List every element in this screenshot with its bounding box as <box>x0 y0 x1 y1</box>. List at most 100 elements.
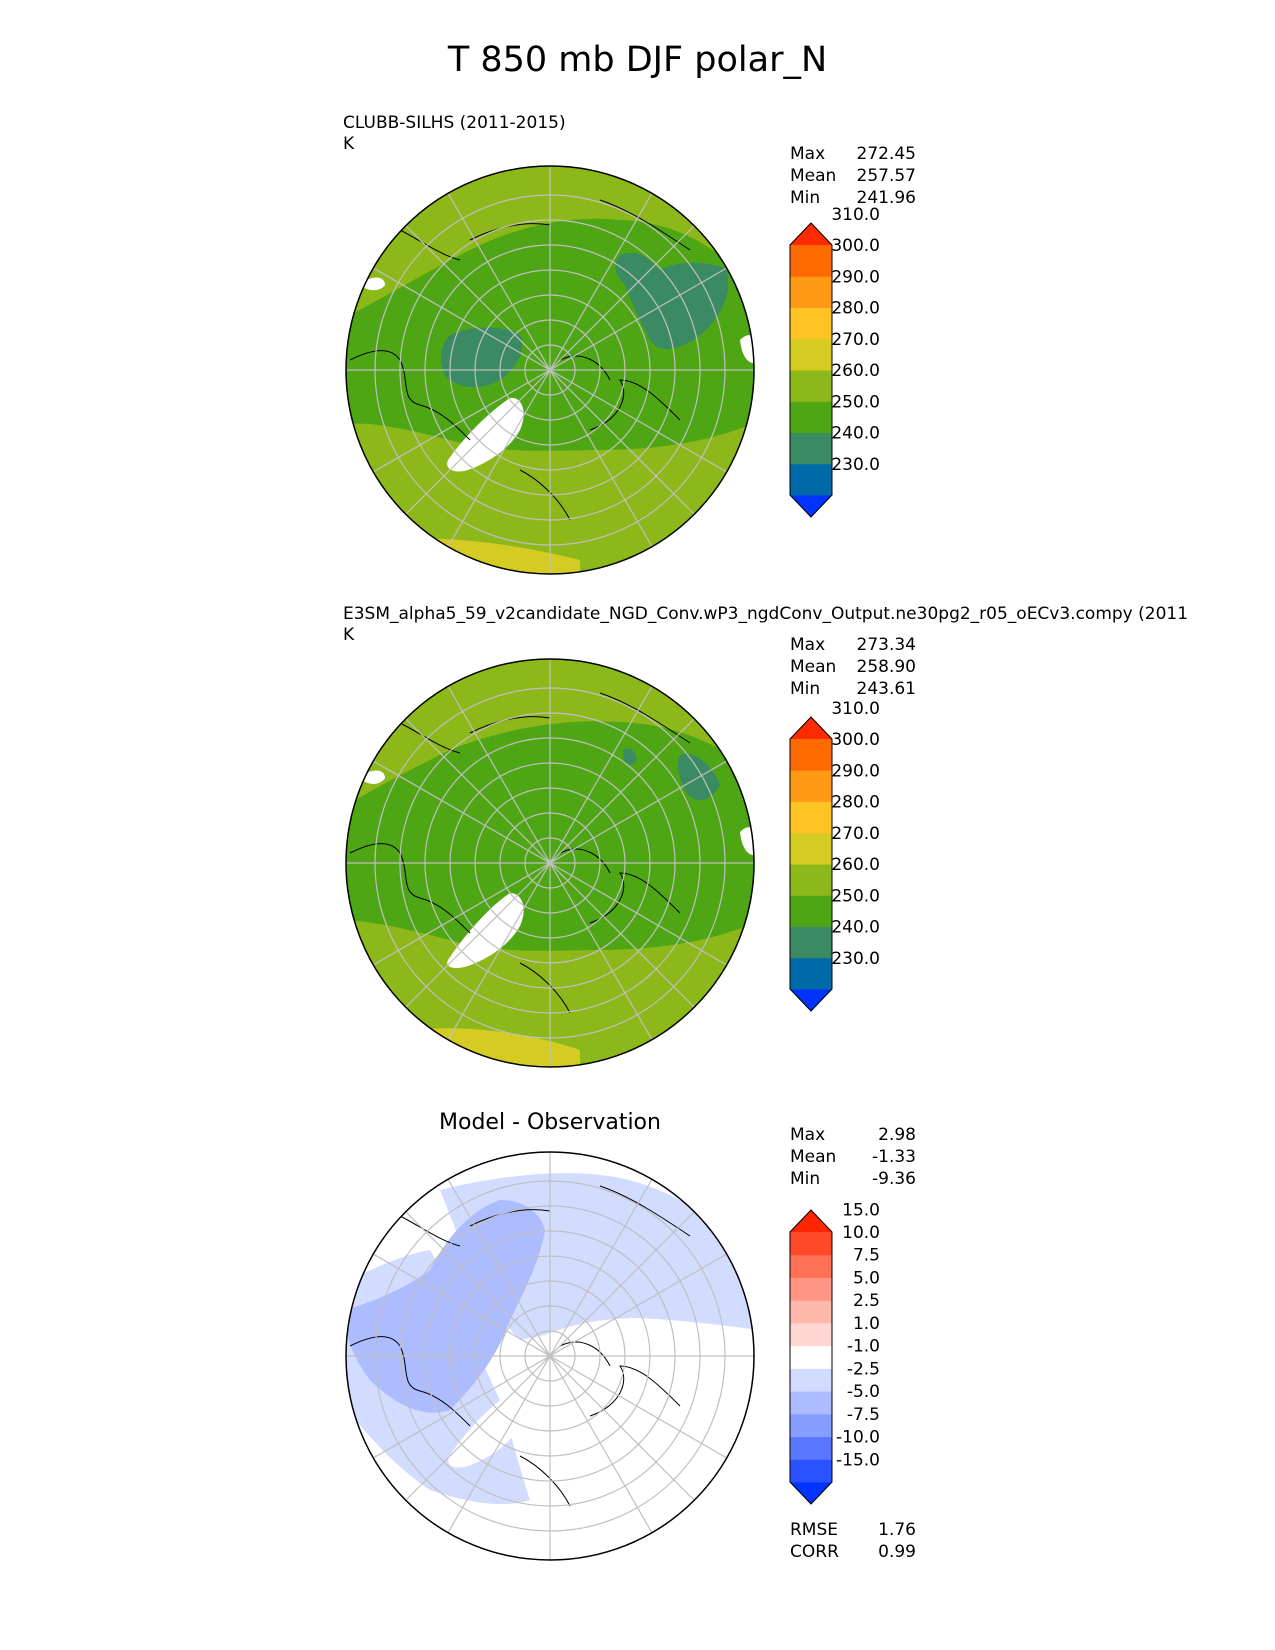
colorbar-tick-label: 1.0 <box>853 1314 880 1334</box>
colorbar-bin <box>790 1436 832 1460</box>
colorbar-2: 230.0 240.0 250.0 260.0 270.0 280.0 290.0 300.0… <box>789 699 880 1012</box>
colorbar-extend-low <box>790 1482 832 1504</box>
colorbar-bin <box>790 1277 832 1301</box>
rmse-value: 1.76 <box>878 1520 916 1540</box>
colorbar-extend-low <box>790 989 832 1011</box>
min-label: Min <box>790 188 821 208</box>
colorbar-tick-label: 260.0 <box>831 361 880 381</box>
colorbar-tick-label: 10.0 <box>842 1223 880 1243</box>
colorbar-extend-high <box>790 1210 832 1232</box>
colorbar-bin <box>790 307 832 340</box>
corr-value: 0.99 <box>878 1542 916 1562</box>
colorbar-tick-label: 240.0 <box>831 918 880 938</box>
colorbar-bin <box>790 1368 832 1392</box>
max-value: 2.98 <box>878 1125 916 1145</box>
corr-label: CORR <box>790 1542 839 1562</box>
colorbar-bin <box>790 401 832 433</box>
graticule <box>346 1152 754 1560</box>
colorbar-tick-label: 290.0 <box>831 761 880 781</box>
rmse-label: RMSE <box>790 1520 839 1540</box>
colorbar-bin <box>790 432 832 465</box>
max-value: 273.34 <box>856 635 916 655</box>
panel3-stats: Max 2.98 Mean -1.33 Min -9.36 <box>790 1124 916 1190</box>
min-value: -9.36 <box>872 1169 916 1189</box>
colorbar-tick-label: 260.0 <box>831 855 880 875</box>
colorbar-tick-label: 5.0 <box>853 1268 880 1288</box>
colorbar-bin <box>790 957 832 990</box>
max-label: Max <box>790 635 826 655</box>
colorbar-bin <box>790 926 832 959</box>
max-label: Max <box>790 144 826 164</box>
panel2-units: K <box>343 625 355 645</box>
colorbar-bin <box>790 276 832 308</box>
colorbar-1: 230.0 240.0 250.0 260.0 270.0 280.0 290.0 300.0… <box>789 205 880 518</box>
colorbar-tick-label: 300.0 <box>831 236 880 256</box>
colorbar-bin <box>790 739 832 771</box>
colorbar-tick-label: 230.0 <box>831 455 880 475</box>
max-label: Max <box>790 1125 826 1145</box>
colorbar-bin <box>790 338 832 371</box>
colorbar-tick-label: 270.0 <box>831 824 880 844</box>
max-value: 272.45 <box>856 144 916 164</box>
colorbar-tick-label: -10.0 <box>836 1428 880 1448</box>
map-panel-2 <box>345 658 755 1068</box>
greenland <box>447 893 524 968</box>
colorbar-extend-low <box>790 495 832 517</box>
colorbar-outline <box>789 716 833 1012</box>
mean-label: Mean <box>790 1147 837 1167</box>
panel2-dataset-name: E3SM_alpha5_59_v2candidate_NGD_Conv.wP3_… <box>343 604 1189 624</box>
colorbar-bin <box>790 832 832 865</box>
colorbar-tick-label: 300.0 <box>831 730 880 750</box>
colorbar-tick-label: -2.5 <box>847 1359 880 1379</box>
colorbar-bin <box>790 1300 832 1324</box>
region-teal-small <box>622 748 637 765</box>
colorbar-tick-label: 280.0 <box>831 793 880 813</box>
colorbar-tick-label: 15.0 <box>842 1200 880 1220</box>
mean-label: Mean <box>790 657 837 677</box>
mean-value: 257.57 <box>856 166 916 186</box>
graticule <box>346 659 754 1067</box>
colorbar-bin <box>790 1232 832 1256</box>
colorbar-tick-label: -7.5 <box>847 1405 880 1425</box>
colorbar-bin <box>790 463 832 496</box>
colorbar-bin <box>790 770 832 802</box>
min-value: 241.96 <box>856 188 916 208</box>
colorbar-bin <box>790 801 832 834</box>
map-panel-1 <box>345 165 755 575</box>
min-value: 243.61 <box>856 679 916 699</box>
panel1-units: K <box>343 134 355 154</box>
colorbar-tick-label: -1.0 <box>847 1337 880 1357</box>
min-label: Min <box>790 679 821 699</box>
panel2-label: E3SM_alpha5_59_v2candidate_NGD_Conv.wP3_… <box>343 604 1188 646</box>
panel1-dataset-name: CLUBB-SILHS (2011-2015) <box>343 113 566 133</box>
missing-patch <box>740 827 754 856</box>
colorbar-bin <box>790 895 832 927</box>
panel2-stats: Max 273.34 Mean 258.90 Min 243.61 <box>790 634 916 700</box>
colorbar-tick-label: 240.0 <box>831 424 880 444</box>
colorbar-tick-label: 230.0 <box>831 949 880 969</box>
colorbars: 230.0 240.0 250.0 260.0 270.0 280.0 290.0 300.0… <box>789 205 880 1505</box>
mean-label: Mean <box>790 166 837 186</box>
colorbar-bin <box>790 864 832 896</box>
colorbar-bin <box>790 245 832 277</box>
region-mid-blue <box>346 1200 545 1413</box>
colorbar-tick-label: 2.5 <box>853 1291 880 1311</box>
map-boundary <box>345 165 755 575</box>
panel1-label: CLUBB-SILHS (2011-2015) K <box>343 113 566 155</box>
colorbar-tick-label: 270.0 <box>831 330 880 350</box>
colorbar-3: -15.0-10.0 -7.5 -5.0 -2.5-1.0 1.0 2.5 5.07.5 10… <box>789 1200 880 1505</box>
colorbar-tick-label: 310.0 <box>831 699 880 719</box>
panel3-metrics: RMSE 1.76 CORR 0.99 <box>790 1519 916 1563</box>
colorbar-bin <box>790 370 832 402</box>
colorbar-tick-label: 250.0 <box>831 392 880 412</box>
colorbar-bin <box>790 1345 832 1369</box>
colorbar-tick-label: 310.0 <box>831 205 880 225</box>
mean-value: 258.90 <box>856 657 916 677</box>
colorbar-tick-label: 280.0 <box>831 299 880 319</box>
map-boundary <box>345 1151 755 1561</box>
colorbar-tick-label: 7.5 <box>853 1246 880 1266</box>
missing-patch <box>740 335 754 364</box>
mean-value: -1.33 <box>872 1147 916 1167</box>
colorbar-extend-high <box>790 223 832 245</box>
